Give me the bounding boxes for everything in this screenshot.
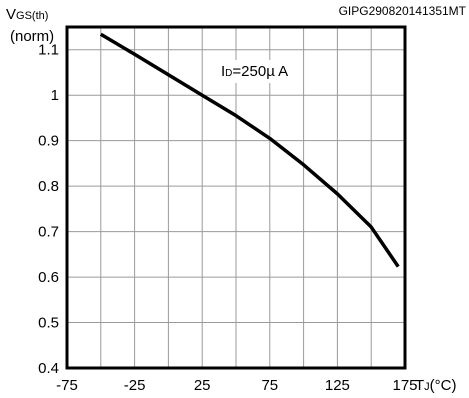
y-tick-label: 0.5 bbox=[38, 315, 59, 332]
x-tick-labels: -75 -25 25 75 125 175 bbox=[56, 377, 417, 394]
annotation-box: ID=250µ A bbox=[213, 60, 297, 83]
x-axis-label-unit: (°C) bbox=[430, 377, 457, 394]
x-tick-label: -25 bbox=[124, 377, 146, 394]
y-tick-label: 0.9 bbox=[38, 133, 59, 150]
annotation-subscript: D bbox=[225, 68, 232, 79]
x-tick-label: 25 bbox=[194, 377, 211, 394]
x-axis-label: TJ(°C) bbox=[415, 377, 457, 394]
annotation-main: I bbox=[221, 63, 225, 80]
plot-frame bbox=[65, 25, 407, 370]
y-axis-label-subscript: GS(th) bbox=[16, 10, 48, 22]
x-axis-label-subscript: J bbox=[424, 381, 430, 393]
y-tick-label: 0.6 bbox=[38, 269, 59, 286]
y-tick-labels: 0.4 0.5 0.6 0.7 0.8 0.9 1 1.1 bbox=[38, 42, 59, 377]
x-tick-label: 175 bbox=[392, 377, 417, 394]
x-tick-label: 125 bbox=[325, 377, 350, 394]
x-tick-label: 75 bbox=[261, 377, 278, 394]
annotation-rest: =250µ A bbox=[232, 63, 288, 80]
x-axis-label-main: T bbox=[415, 377, 424, 394]
annotation-background bbox=[213, 60, 297, 83]
y-tick-label: 0.4 bbox=[38, 360, 59, 377]
y-axis-label: VGS(th) bbox=[6, 6, 48, 23]
y-tick-label: 0.8 bbox=[38, 178, 59, 195]
y-tick-label: 0.7 bbox=[38, 224, 59, 241]
grid bbox=[67, 27, 405, 368]
series-line bbox=[99, 32, 400, 268]
x-tick-label: -75 bbox=[56, 377, 78, 394]
y-axis-unit: (norm) bbox=[10, 28, 54, 45]
y-tick-label: 1 bbox=[51, 87, 59, 104]
figure-id: GIPG290820141351MT bbox=[339, 4, 467, 18]
y-axis-label-main: V bbox=[6, 6, 16, 23]
data-points bbox=[100, 34, 399, 267]
annotation-label: ID=250µ A bbox=[221, 63, 288, 80]
y-tick-label: 1.1 bbox=[38, 42, 59, 59]
